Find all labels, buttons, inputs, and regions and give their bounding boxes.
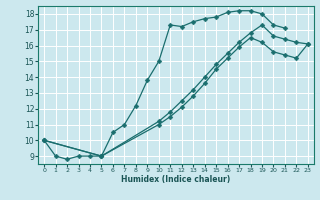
X-axis label: Humidex (Indice chaleur): Humidex (Indice chaleur) <box>121 175 231 184</box>
